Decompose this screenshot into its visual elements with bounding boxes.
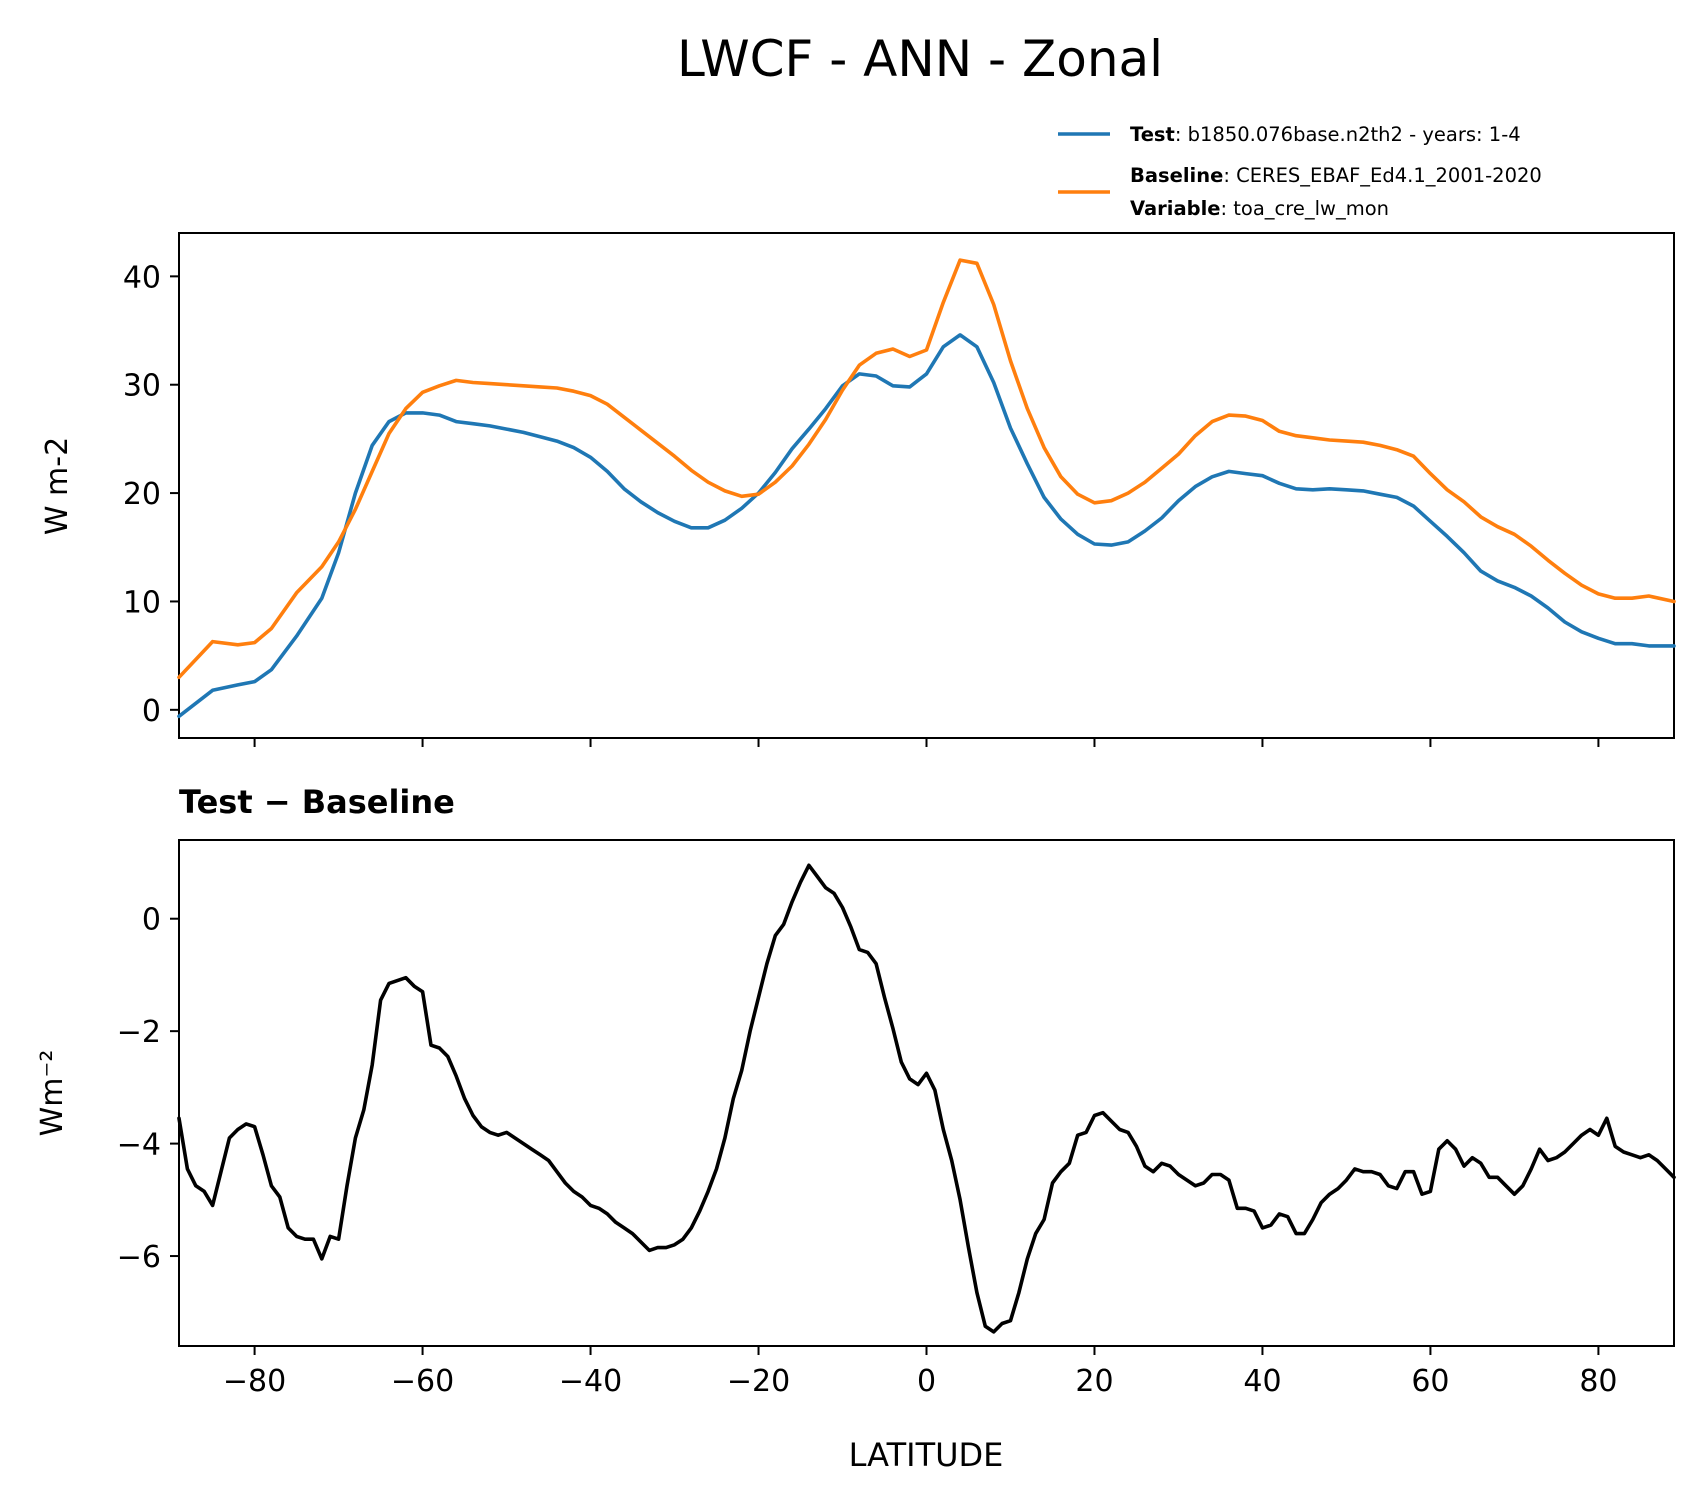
x-tick-label: 60: [1411, 1364, 1449, 1399]
top-y-axis-label: W m-2: [40, 437, 75, 535]
legend-test-text: : b1850.076base.n2th2 - years: 1-4: [1175, 123, 1521, 146]
y-tick-label: 30: [123, 369, 161, 404]
series-line-test-baseline: [177, 863, 1676, 1334]
y-tick-label: −6: [117, 1240, 161, 1275]
y-tick-label: 0: [142, 903, 161, 938]
legend-baseline-bold: Baseline: [1130, 164, 1223, 187]
y-tick-label: 40: [123, 260, 161, 295]
bottom-y-axis-label: Wm⁻²: [35, 1050, 70, 1137]
y-tick-label: 20: [123, 477, 161, 512]
legend-baseline-label: Baseline: CERES_EBAF_Ed4.1_2001-2020: [1130, 164, 1542, 187]
legend: Test: b1850.076base.n2th2 - years: 1-4 B…: [1058, 123, 1542, 220]
bottom-x-ticks: −80 −60 −40 −20 0 20 40 60 80: [223, 1346, 1618, 1399]
legend-test-label: Test: b1850.076base.n2th2 - years: 1-4: [1130, 123, 1521, 146]
y-tick-label: −2: [117, 1015, 161, 1050]
legend-variable-bold: Variable: [1130, 197, 1221, 220]
x-tick-label: −60: [391, 1364, 454, 1399]
y-tick-label: 0: [142, 694, 161, 729]
x-tick-label: −80: [223, 1364, 286, 1399]
x-tick-label: 40: [1243, 1364, 1281, 1399]
legend-variable-text: : toa_cre_lw_mon: [1221, 197, 1390, 220]
bottom-y-ticks: 0 −2 −4 −6: [117, 903, 179, 1275]
legend-variable-label: Variable: toa_cre_lw_mon: [1130, 197, 1389, 220]
bottom-panel: Test − Baseline 0 −2 −4 −6 −80 −60 −40 −20 0 20 4…: [35, 783, 1676, 1474]
top-y-ticks: 0 10 20 30 40: [123, 260, 179, 729]
x-axis-label: LATITUDE: [849, 1436, 1004, 1474]
y-tick-label: −4: [117, 1128, 161, 1163]
y-tick-label: 10: [123, 585, 161, 620]
bottom-panel-title: Test − Baseline: [179, 783, 455, 821]
x-tick-label: −40: [559, 1364, 622, 1399]
series-line-test: [177, 333, 1676, 719]
series-line-baseline: [177, 258, 1676, 680]
x-tick-label: −20: [727, 1364, 790, 1399]
top-panel: 0 10 20 30 40 W m-2: [40, 232, 1676, 747]
x-tick-label: 0: [917, 1364, 936, 1399]
legend-test-bold: Test: [1130, 123, 1175, 146]
figure-title: LWCF - ANN - Zonal: [677, 30, 1163, 88]
bottom-lines: [177, 863, 1676, 1334]
legend-baseline-text: : CERES_EBAF_Ed4.1_2001-2020: [1223, 164, 1541, 187]
top-lines: [177, 258, 1676, 719]
x-tick-label: 80: [1579, 1364, 1617, 1399]
top-x-ticks: [253, 738, 1600, 747]
x-tick-label: 20: [1075, 1364, 1113, 1399]
